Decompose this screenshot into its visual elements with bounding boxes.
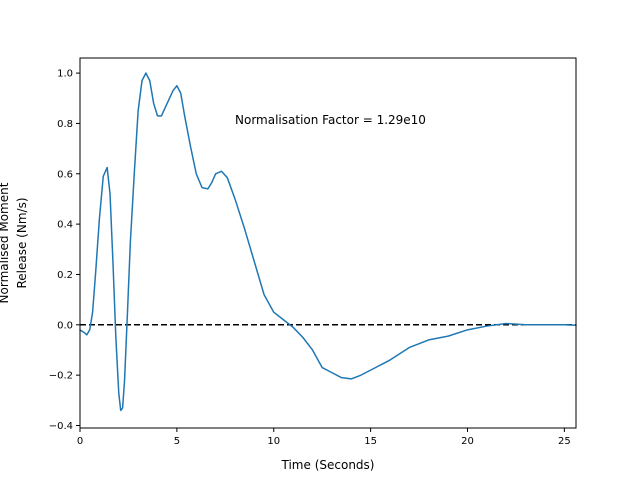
series-layer bbox=[79, 72, 577, 412]
x-axis-ticks: 0 5 10 15 20 25 bbox=[77, 428, 571, 447]
y-tick-label: −0.2 bbox=[49, 371, 73, 382]
y-tick-label: 0.0 bbox=[57, 320, 73, 331]
y-tick-label: 1.0 bbox=[57, 69, 73, 80]
y-axis-ticks: −0.4 −0.2 0.0 0.2 0.4 0.6 0.8 1.0 bbox=[49, 69, 80, 432]
y-tick-label: −0.4 bbox=[49, 421, 73, 432]
y-axis-label-line-1: Normalised Moment bbox=[0, 182, 11, 303]
x-axis-label: Time (Seconds) bbox=[281, 458, 375, 472]
series-line-0 bbox=[79, 72, 577, 412]
y-tick-label: 0.6 bbox=[57, 169, 73, 180]
x-tick-label: 20 bbox=[461, 436, 474, 447]
y-axis-label-line-2: Release (Nm/s) bbox=[15, 197, 29, 288]
x-tick-label: 25 bbox=[558, 436, 571, 447]
normalisation-annotation: Normalisation Factor = 1.29e10 bbox=[235, 113, 426, 127]
x-tick-label: 15 bbox=[364, 436, 377, 447]
y-tick-label: 0.2 bbox=[57, 270, 73, 281]
plot-area bbox=[80, 58, 576, 428]
plot-frame bbox=[79, 57, 577, 429]
x-tick-label: 5 bbox=[174, 436, 180, 447]
x-tick-label: 10 bbox=[267, 436, 280, 447]
y-tick-label: 0.4 bbox=[57, 220, 73, 231]
y-tick-label: 0.8 bbox=[57, 119, 73, 130]
x-tick-label: 0 bbox=[77, 436, 83, 447]
